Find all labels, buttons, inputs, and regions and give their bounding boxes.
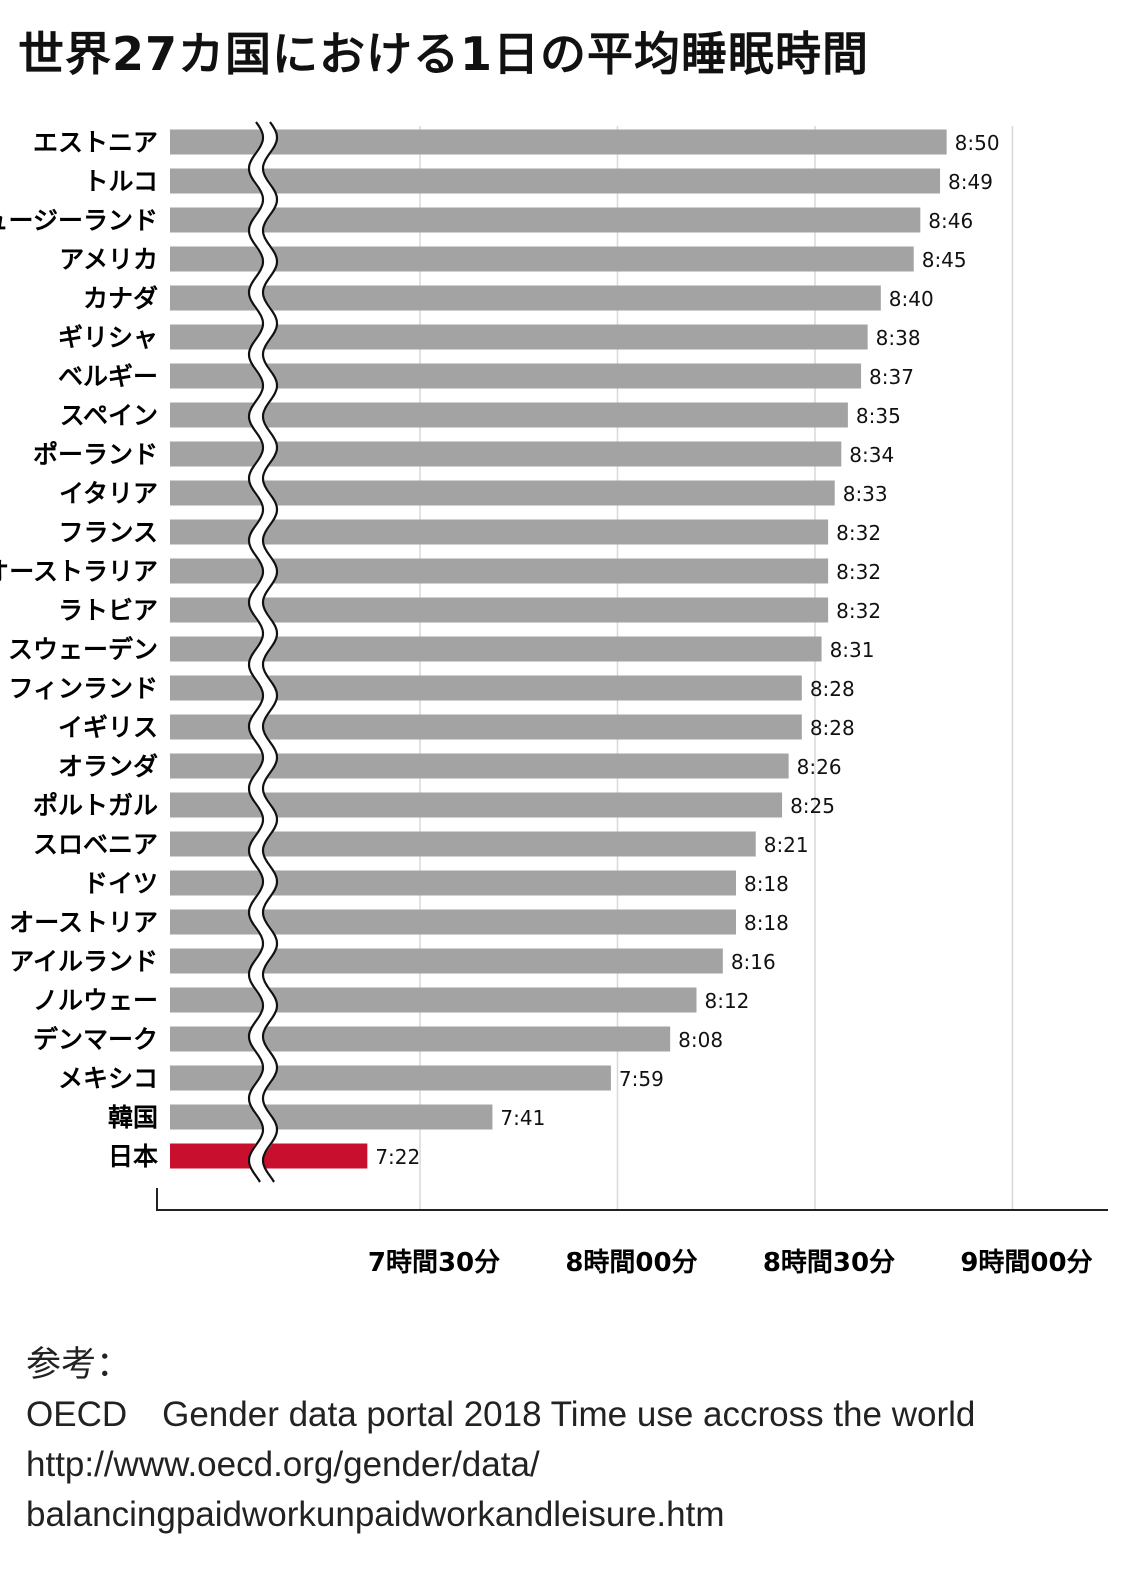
source-block: 参考： OECD Gender data portal 2018 Time us… — [26, 1340, 975, 1540]
category-label-23: デンマーク — [33, 1025, 158, 1054]
value-label-10: 8:32 — [836, 521, 881, 545]
bar-23 — [170, 1026, 671, 1052]
value-label-19: 8:18 — [744, 872, 789, 896]
bar-chart: エストニア 8:50 トルコ 8:49 ニュージーランド 8:46 アメリカ 8:45 カナダ 8… — [0, 117, 1108, 1278]
bar-1 — [170, 168, 941, 194]
category-label-22: ノルウェー — [33, 986, 158, 1015]
category-label-8: ポーランド — [33, 440, 158, 469]
x-tick-label-3: 9時間00分 — [960, 1248, 1092, 1278]
axis-break-line-0 — [247, 121, 265, 1183]
value-label-22: 8:12 — [704, 989, 749, 1013]
bar-6 — [170, 363, 862, 389]
category-label-1: トルコ — [83, 167, 158, 196]
category-label-15: イギリス — [58, 713, 158, 742]
axis-break-line-1 — [261, 121, 279, 1183]
x-tick-label-0: 7時間30分 — [368, 1248, 500, 1278]
bar-13 — [170, 636, 822, 662]
bar-12 — [170, 597, 829, 623]
category-label-24: メキシコ — [58, 1064, 158, 1093]
value-label-26: 7:22 — [375, 1145, 420, 1169]
source-line-3: balancingpaidworkunpaidworkandleisure.ht… — [26, 1495, 725, 1534]
category-label-2: ニュージーランド — [0, 206, 158, 235]
bar-22 — [170, 987, 697, 1013]
bar-8 — [170, 441, 842, 467]
value-label-2: 8:46 — [928, 209, 973, 233]
value-label-14: 8:28 — [810, 677, 855, 701]
x-tick-label-1: 8時間00分 — [565, 1248, 697, 1278]
category-label-10: フランス — [58, 518, 158, 547]
category-label-26: 日本 — [108, 1142, 158, 1171]
value-label-18: 8:21 — [764, 833, 809, 857]
category-label-16: オランダ — [58, 752, 158, 781]
category-label-20: オーストリア — [9, 908, 158, 937]
value-label-0: 8:50 — [955, 131, 1000, 155]
axis-break-band — [248, 117, 278, 1186]
category-label-25: 韓国 — [108, 1103, 158, 1132]
value-label-16: 8:26 — [797, 755, 842, 779]
value-label-13: 8:31 — [830, 638, 875, 662]
value-label-7: 8:35 — [856, 404, 901, 428]
value-label-1: 8:49 — [948, 170, 993, 194]
category-label-21: アイルランド — [9, 947, 158, 976]
bar-10 — [170, 519, 829, 545]
chart-title: 世界27カ国における1日の平均睡眠時間 — [18, 27, 870, 81]
category-label-11: オーストラリア — [0, 557, 158, 586]
category-label-7: スペイン — [60, 401, 158, 430]
value-label-21: 8:16 — [731, 950, 776, 974]
x-tick-label-2: 8時間30分 — [763, 1248, 895, 1278]
value-label-6: 8:37 — [869, 365, 914, 389]
category-label-9: イタリア — [59, 479, 158, 508]
bar-9 — [170, 480, 835, 506]
value-label-12: 8:32 — [836, 599, 881, 623]
category-label-14: フィンランド — [8, 674, 158, 703]
bar-24 — [170, 1065, 611, 1091]
bar-3 — [170, 246, 914, 272]
category-label-0: エストニア — [33, 128, 158, 157]
category-label-17: ポルトガル — [33, 791, 158, 820]
value-label-3: 8:45 — [922, 248, 967, 272]
category-label-5: ギリシャ — [58, 323, 158, 352]
bar-2 — [170, 207, 921, 233]
source-line-2: http://www.oecd.org/gender/data/ — [26, 1445, 540, 1484]
bar-5 — [170, 324, 868, 350]
value-label-15: 8:28 — [810, 716, 855, 740]
category-label-13: スウェーデン — [8, 635, 158, 664]
value-label-20: 8:18 — [744, 911, 789, 935]
category-label-4: カナダ — [83, 284, 158, 313]
value-label-17: 8:25 — [790, 794, 835, 818]
value-label-8: 8:34 — [849, 443, 894, 467]
category-label-18: スロベニア — [33, 830, 158, 859]
value-label-23: 8:08 — [678, 1028, 723, 1052]
source-label: 参考： — [26, 1345, 132, 1384]
value-label-24: 7:59 — [619, 1067, 664, 1091]
category-label-3: アメリカ — [59, 245, 158, 274]
bar-4 — [170, 285, 881, 311]
bar-11 — [170, 558, 829, 584]
value-label-5: 8:38 — [876, 326, 921, 350]
value-label-4: 8:40 — [889, 287, 934, 311]
value-label-11: 8:32 — [836, 560, 881, 584]
bar-15 — [170, 714, 802, 740]
source-line-1: OECD Gender data portal 2018 Time use ac… — [26, 1395, 976, 1434]
bar-25 — [170, 1104, 493, 1130]
category-label-12: ラトビア — [58, 596, 158, 625]
category-label-19: ドイツ — [83, 869, 158, 898]
value-label-25: 7:41 — [500, 1106, 545, 1130]
bar-19 — [170, 870, 736, 896]
bar-7 — [170, 402, 848, 428]
category-label-6: ベルギー — [58, 362, 158, 391]
bar-0 — [170, 129, 947, 155]
value-label-9: 8:33 — [843, 482, 888, 506]
